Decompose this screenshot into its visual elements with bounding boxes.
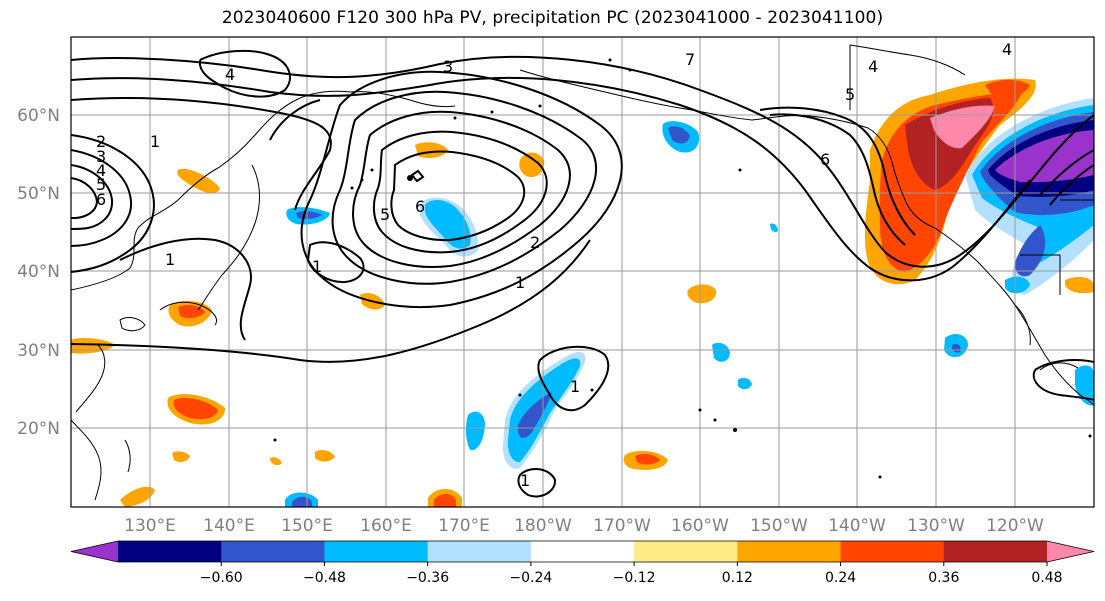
contour-label: 1 xyxy=(515,273,525,292)
contour-label: 1 xyxy=(312,257,322,276)
contour-label: 6 xyxy=(415,197,425,216)
colorbar-extend-high xyxy=(1047,541,1094,562)
colorbar-swatch xyxy=(634,541,738,562)
contour-label: 5 xyxy=(380,205,390,224)
contour-label: 3 xyxy=(96,147,106,166)
lon-label: 120°W xyxy=(986,516,1044,536)
contour-label: 7 xyxy=(685,50,695,69)
lon-label: 180°W xyxy=(514,516,572,536)
colorbar: −0.60 −0.48 −0.36 −0.24 −0.12 0.12 0.24 0.36 0.4… xyxy=(70,540,1095,586)
lon-label: 160°E xyxy=(360,516,412,536)
contour-label: 4 xyxy=(225,65,235,84)
colorbar-swatch xyxy=(840,541,945,562)
latitude-labels: 60°N 50°N 40°N 30°N 20°N xyxy=(17,106,60,439)
colorbar-extend-low xyxy=(71,541,118,562)
colorbar-swatch xyxy=(324,541,429,562)
contour-label: 5 xyxy=(845,85,855,104)
lon-label: 150°W xyxy=(750,516,808,536)
colorbar-tick-label: 0.36 xyxy=(928,570,959,586)
colorbar-tick-label: −0.12 xyxy=(613,570,656,586)
colorbar-tick-label: 0.24 xyxy=(825,570,856,586)
lon-label: 130°W xyxy=(907,516,965,536)
colorbar-swatch xyxy=(221,541,325,562)
colorbar-tick-label: −0.24 xyxy=(509,570,552,586)
contour-label: 1 xyxy=(570,377,580,396)
map-title: 2023040600 F120 300 hPa PV, precipitatio… xyxy=(221,8,884,28)
colorbar-tick-label: 0.12 xyxy=(722,570,753,586)
lon-label: 160°W xyxy=(671,516,729,536)
contour-label: 4 xyxy=(96,161,106,180)
coastlines xyxy=(71,44,1094,501)
lon-label: 140°W xyxy=(828,516,886,536)
lon-label: 150°E xyxy=(281,516,333,536)
lon-label: 170°W xyxy=(593,516,651,536)
lat-label-30n: 30°N xyxy=(17,341,60,361)
colorbar-swatch xyxy=(427,541,532,562)
contour-label: 6 xyxy=(96,190,106,209)
precip-shading xyxy=(71,78,1094,507)
contour-label: 6 xyxy=(820,150,830,169)
contour-label: 2 xyxy=(96,132,106,151)
lat-label-40n: 40°N xyxy=(17,262,60,282)
lat-label-50n: 50°N xyxy=(17,184,60,204)
lat-label-60n: 60°N xyxy=(17,106,60,126)
colorbar-outline xyxy=(70,540,1095,563)
contour-label: 4 xyxy=(1002,40,1012,59)
colorbar-swatch xyxy=(737,541,842,562)
lon-label: 130°E xyxy=(124,516,176,536)
lat-label-20n: 20°N xyxy=(17,419,60,439)
colorbar-swatch xyxy=(118,541,222,562)
longitude-labels: 130°E 140°E 150°E 160°E 170°E 180°W 170°… xyxy=(124,516,1044,536)
lon-label: 140°E xyxy=(203,516,255,536)
contour-label: 5 xyxy=(96,175,106,194)
colorbar-tick-label: −0.36 xyxy=(406,570,449,586)
contour-label: 2 xyxy=(530,233,540,252)
contour-label: 1 xyxy=(520,471,530,490)
contour-label: 4 xyxy=(868,57,878,76)
colorbar-swatch xyxy=(943,541,1048,562)
colorbar-tick-label: −0.48 xyxy=(303,570,346,586)
contour-label: 1 xyxy=(165,250,175,269)
map-border xyxy=(70,36,1095,508)
colorbar-tick-label: 0.48 xyxy=(1031,570,1062,586)
contour-label-group: 1 2 3 4 5 6 4 3 1 1 5 6 2 1 1 1 7 6 5 4 … xyxy=(96,40,1012,490)
colorbar-swatch xyxy=(530,541,635,562)
contour-label: 3 xyxy=(443,57,453,76)
pv-contours xyxy=(71,49,1094,498)
lon-label: 170°E xyxy=(438,516,490,536)
colorbar-tick-label: −0.60 xyxy=(200,570,243,586)
contour-label: 1 xyxy=(150,132,160,151)
